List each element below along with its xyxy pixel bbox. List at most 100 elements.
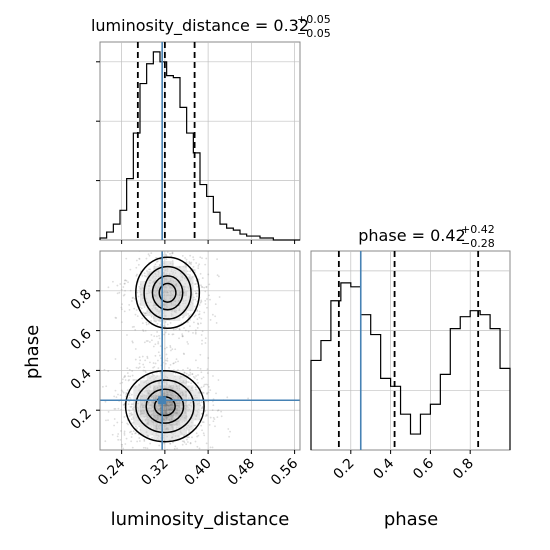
scatter-point: [190, 261, 193, 264]
scatter-point: [147, 322, 150, 325]
density-cell: [153, 395, 161, 401]
ph-frame: [310, 250, 511, 451]
scatter-point: [198, 447, 201, 450]
density-cell: [180, 295, 187, 302]
scatter-point: [198, 310, 201, 313]
scatter-point: [154, 354, 157, 357]
scatter-point: [192, 265, 195, 268]
scatter-point: [131, 370, 134, 372]
scatter-point: [85, 357, 87, 359]
scatter-point: [206, 393, 208, 395]
scatter-point: [120, 321, 123, 323]
scatter-point: [205, 383, 208, 386]
scatter-point: [146, 357, 149, 360]
scatter-point: [195, 292, 198, 295]
density-cell: [153, 280, 161, 287]
scatter-point: [130, 414, 133, 416]
scatter-point: [200, 371, 203, 374]
scatter-point: [194, 245, 196, 247]
scatter-point: [201, 429, 203, 432]
scatter-point: [189, 368, 192, 371]
scatter-point: [123, 293, 126, 296]
scatter-point: [127, 379, 130, 382]
ld-histogram-line: [99, 51, 300, 241]
density-cell: [160, 410, 167, 416]
density-cell: [140, 280, 147, 287]
scatter-point: [169, 442, 172, 445]
scatter-point: [117, 393, 119, 396]
density-cell: [140, 295, 147, 302]
scatter-point: [138, 362, 141, 365]
scatter-point: [206, 414, 208, 417]
scatter-point: [138, 285, 141, 288]
scatter-point: [183, 441, 186, 444]
density-cell: [180, 415, 187, 421]
joint-ytick-label: 0.4: [68, 366, 95, 393]
joint-ytick-label: 0.2: [68, 406, 95, 433]
scatter-point: [177, 369, 179, 371]
density-cell: [160, 260, 167, 267]
scatter-point: [185, 258, 188, 261]
scatter-point: [138, 383, 141, 386]
x-axis-label-phase: phase: [384, 509, 438, 530]
scatter-point: [194, 314, 197, 317]
scatter-point: [204, 342, 207, 344]
scatter-point: [181, 335, 184, 338]
scatter-point: [137, 295, 140, 298]
scatter-point: [138, 452, 140, 454]
scatter-point: [159, 258, 162, 261]
contour-line: [124, 369, 205, 443]
scatter-point: [164, 325, 166, 328]
density-cell: [160, 265, 167, 272]
contour-line: [135, 379, 195, 434]
scatter-point: [188, 369, 191, 372]
scatter-point: [217, 275, 220, 278]
scatter-point: [196, 378, 199, 381]
scatter-point: [169, 453, 171, 455]
scatter-point: [195, 375, 197, 377]
scatter-point: [119, 382, 122, 385]
scatter-point: [175, 358, 178, 361]
scatter-point: [136, 440, 139, 443]
scatter-point: [132, 430, 135, 432]
density-cell: [160, 270, 167, 277]
density-cell: [160, 415, 167, 421]
scatter-point: [196, 289, 198, 292]
scatter-point: [165, 254, 168, 257]
density-cell: [173, 425, 181, 431]
scatter-point: [116, 421, 119, 424]
scatter-point: [192, 256, 195, 259]
density-cell: [166, 405, 174, 411]
scatter-point: [156, 331, 158, 333]
scatter-point: [212, 404, 215, 407]
scatter-point: [166, 251, 169, 253]
scatter-point: [208, 423, 211, 426]
scatter-point: [214, 315, 217, 318]
scatter-point: [188, 262, 191, 265]
scatter-point: [197, 323, 200, 326]
density-cell: [153, 275, 161, 282]
scatter-point: [148, 361, 151, 364]
density-cell: [186, 385, 194, 391]
scatter-point: [133, 379, 136, 381]
phase-histogram-panel: phase = 0.42 +0.42 −0.28 0.2 0.4 0.6 0.8: [310, 223, 511, 483]
scatter-point: [193, 315, 196, 318]
scatter-point: [183, 371, 186, 374]
scatter-point: [123, 432, 126, 435]
scatter-point: [169, 322, 172, 324]
density-cell: [160, 290, 167, 297]
scatter-point: [168, 366, 170, 369]
density-cell: [173, 400, 181, 406]
density-cell: [140, 430, 147, 436]
scatter-point: [116, 435, 119, 438]
scatter-point: [156, 322, 159, 325]
scatter-point: [202, 421, 205, 424]
scatter-point: [195, 295, 198, 298]
scatter-point: [147, 340, 149, 342]
scatter-point: [218, 296, 221, 298]
scatter-point: [125, 437, 128, 440]
scatter-point: [211, 409, 214, 412]
scatter-point: [123, 404, 126, 406]
scatter-point: [148, 268, 150, 271]
density-cell: [180, 265, 187, 272]
